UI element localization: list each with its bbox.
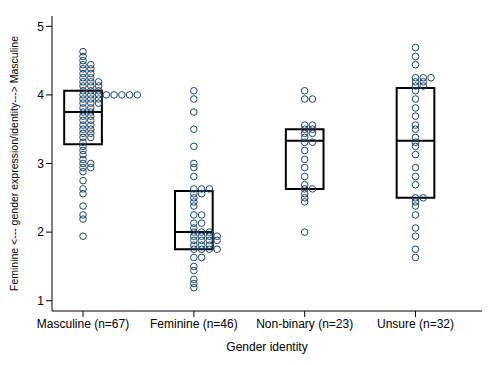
svg-text:Non-binary (n=23): Non-binary (n=23)	[256, 317, 353, 331]
svg-text:4: 4	[37, 88, 44, 102]
svg-text:1: 1	[37, 294, 44, 308]
svg-text:Gender identity: Gender identity	[226, 340, 307, 354]
svg-text:Unsure (n=32): Unsure (n=32)	[377, 317, 454, 331]
svg-text:Feminine <--- gender expressio: Feminine <--- gender expression/identity…	[8, 36, 20, 291]
svg-text:5: 5	[37, 20, 44, 34]
svg-text:Feminine (n=46): Feminine (n=46)	[150, 317, 238, 331]
svg-text:3: 3	[37, 157, 44, 171]
svg-text:Masculine (n=67): Masculine (n=67)	[37, 317, 129, 331]
svg-text:2: 2	[37, 225, 44, 239]
